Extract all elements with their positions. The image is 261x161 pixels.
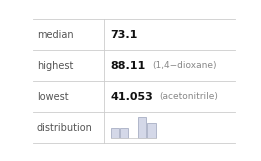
FancyBboxPatch shape xyxy=(120,128,128,138)
Text: lowest: lowest xyxy=(37,92,68,102)
Text: 88.11: 88.11 xyxy=(110,61,146,71)
FancyBboxPatch shape xyxy=(138,117,146,138)
Text: highest: highest xyxy=(37,61,73,71)
Text: 41.053: 41.053 xyxy=(110,92,153,102)
Text: (1,4−dioxane): (1,4−dioxane) xyxy=(152,61,216,70)
FancyBboxPatch shape xyxy=(147,123,156,138)
Text: (acetonitrile): (acetonitrile) xyxy=(160,92,218,101)
Text: distribution: distribution xyxy=(37,123,93,133)
Text: 73.1: 73.1 xyxy=(110,30,138,40)
FancyBboxPatch shape xyxy=(110,128,119,138)
Text: median: median xyxy=(37,30,73,40)
